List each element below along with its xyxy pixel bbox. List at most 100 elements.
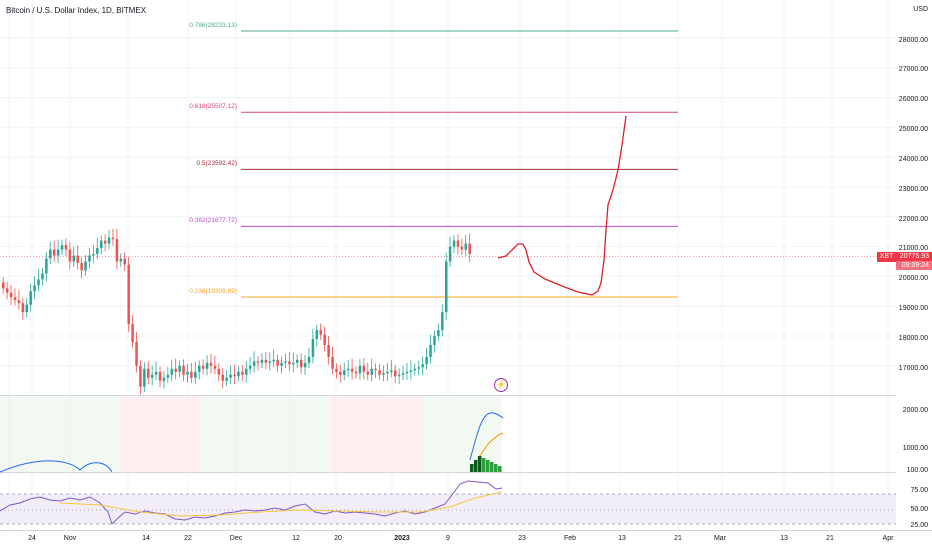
candle-body (194, 371, 197, 378)
candle-body (127, 264, 130, 325)
candle-body (25, 304, 29, 313)
candle-body (386, 371, 389, 374)
candle-body (464, 243, 468, 250)
candle-body (256, 361, 260, 363)
time-axis-label: 2023 (394, 535, 410, 542)
volume-bar (470, 464, 474, 472)
candle-body (13, 297, 17, 301)
time-axis-label: 12 (292, 535, 300, 542)
candle-body (123, 258, 127, 265)
price-axis-label: 24000.00 (898, 156, 928, 163)
volume-bar (474, 460, 478, 472)
candle-body (394, 370, 397, 377)
time-axis-label: Feb (563, 535, 577, 542)
candle-body (452, 240, 456, 247)
candle-body (456, 240, 460, 247)
candle-body (139, 365, 142, 387)
candle-body (41, 273, 44, 280)
candle-body (2, 282, 5, 289)
candle-body (64, 245, 68, 250)
candle-body (390, 370, 393, 372)
candle-body (33, 285, 36, 292)
volume-bar (490, 462, 494, 472)
time-axis-label: 20 (334, 535, 342, 542)
candle-body (186, 371, 189, 375)
candle-body (96, 248, 99, 255)
rsi-axis-label: 75.00 (910, 487, 928, 494)
fib-level-label: 0.786(28233.13) (189, 22, 237, 30)
volume-indicator (0, 412, 504, 473)
fib-retracement[interactable] (241, 30, 678, 298)
candle-body (401, 373, 405, 375)
candle-body (131, 324, 134, 342)
candle-body (409, 370, 413, 372)
candle-body (276, 359, 279, 366)
candle-body (225, 377, 228, 381)
candle-body (444, 261, 448, 313)
candle-body (174, 368, 177, 372)
candle-body (209, 362, 213, 366)
candle-body (311, 338, 315, 357)
volume-axis-label: 100.00 (906, 467, 928, 474)
candle-body (170, 368, 174, 375)
candle-body (437, 330, 440, 336)
time-axis-label: 24 (28, 535, 36, 542)
countdown-label: 09:09:24 (896, 261, 932, 270)
rsi-ma-line (59, 491, 503, 517)
symbol-title[interactable]: Bitcoin / U.S. Dollar Index, 1D, BITMEX (6, 6, 147, 15)
candle-body (143, 368, 146, 387)
time-axis-label: 14 (142, 535, 150, 542)
candle-body (158, 371, 162, 381)
candle-body (448, 246, 452, 262)
candle-body (421, 364, 424, 368)
price-axis-label: 17000.00 (898, 365, 928, 372)
chart-grid (0, 0, 896, 530)
candle-body (346, 368, 350, 371)
candlestick-series (2, 228, 471, 395)
time-axis-label: 9 (446, 535, 450, 542)
candle-body (350, 368, 354, 372)
candle-body (154, 371, 158, 375)
fib-level-label: 0.236(19308.69) (189, 288, 237, 295)
candle-body (248, 365, 252, 369)
projection-drawing[interactable] (497, 115, 627, 296)
volume-bar (482, 458, 486, 472)
candle-body (76, 255, 79, 263)
candle-body (72, 255, 76, 262)
candle-body (115, 239, 119, 262)
candle-body (166, 374, 170, 378)
candle-body (405, 371, 409, 374)
candle-body (315, 330, 319, 339)
candle-body (221, 374, 225, 381)
candle-body (468, 243, 471, 255)
current-price-label: 20775.93 (896, 252, 932, 261)
fib-level-label: 0.382(21677.72) (189, 217, 237, 225)
candle-body (178, 365, 181, 372)
candle-body (382, 373, 385, 375)
candle-body (213, 365, 217, 369)
lightning-icon[interactable]: ⚡ (494, 378, 508, 392)
candle-body (21, 303, 25, 313)
time-axis-label: Apr (882, 535, 894, 542)
candle-body (425, 356, 428, 365)
candle-body (100, 240, 103, 249)
currency-label: USD (913, 6, 928, 13)
volume-axis-label: 1000.00 (902, 445, 928, 452)
ticker-tag[interactable]: XBT (877, 252, 896, 262)
candle-body (60, 245, 64, 250)
candle-body (52, 249, 56, 256)
candle-body (268, 361, 272, 363)
time-axis-label: Mar (713, 535, 727, 542)
volume-bar (494, 464, 498, 472)
candle-body (198, 365, 201, 372)
candle-body (49, 249, 52, 259)
candle-body (233, 374, 236, 377)
candle-body (433, 336, 436, 345)
candle-body (150, 374, 154, 378)
candle-body (205, 362, 209, 369)
candle-body (417, 367, 421, 369)
candle-body (354, 371, 358, 374)
candle-body (362, 365, 366, 372)
price-axis-label: 18000.00 (898, 335, 928, 342)
